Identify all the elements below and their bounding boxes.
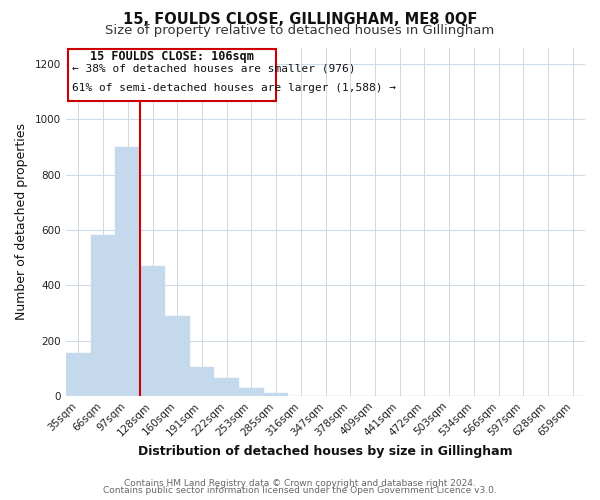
Bar xyxy=(190,367,214,396)
Bar xyxy=(214,378,239,396)
Y-axis label: Number of detached properties: Number of detached properties xyxy=(15,123,28,320)
Text: 15 FOULDS CLOSE: 106sqm: 15 FOULDS CLOSE: 106sqm xyxy=(90,50,254,63)
Text: Contains public sector information licensed under the Open Government Licence v3: Contains public sector information licen… xyxy=(103,486,497,495)
Text: 61% of semi-detached houses are larger (1,588) →: 61% of semi-detached houses are larger (… xyxy=(72,82,396,92)
Bar xyxy=(91,236,115,396)
Bar xyxy=(115,147,140,396)
Bar xyxy=(165,316,190,396)
Bar xyxy=(140,266,165,396)
Text: 15, FOULDS CLOSE, GILLINGHAM, ME8 0QF: 15, FOULDS CLOSE, GILLINGHAM, ME8 0QF xyxy=(123,12,477,28)
Text: Size of property relative to detached houses in Gillingham: Size of property relative to detached ho… xyxy=(106,24,494,37)
Bar xyxy=(66,353,91,396)
Text: ← 38% of detached houses are smaller (976): ← 38% of detached houses are smaller (97… xyxy=(72,63,355,73)
Bar xyxy=(239,388,264,396)
Bar xyxy=(264,392,289,396)
Text: Contains HM Land Registry data © Crown copyright and database right 2024.: Contains HM Land Registry data © Crown c… xyxy=(124,478,476,488)
X-axis label: Distribution of detached houses by size in Gillingham: Distribution of detached houses by size … xyxy=(138,444,513,458)
FancyBboxPatch shape xyxy=(68,49,276,102)
